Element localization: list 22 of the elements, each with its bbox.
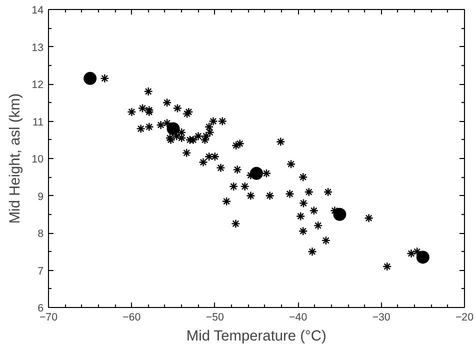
x-tick-label: −20	[455, 312, 474, 324]
x-tick-label: −50	[206, 312, 224, 324]
y-tick-label: 11	[32, 116, 44, 128]
point	[333, 208, 346, 221]
y-tick-label: 6	[38, 302, 44, 314]
x-tick-label: −70	[39, 312, 58, 324]
y-tick-label: 13	[32, 42, 44, 54]
y-tick-label: 14	[32, 4, 44, 16]
point	[84, 72, 97, 85]
point	[416, 250, 430, 264]
x-axis-title: Mid Temperature (°C)	[186, 328, 326, 344]
point	[166, 122, 180, 136]
x-tick-label: −30	[372, 312, 390, 324]
y-tick-label: 7	[38, 265, 44, 278]
y-tick-label: 9	[38, 190, 44, 203]
point	[250, 166, 263, 180]
y-tick-label: 10	[32, 154, 44, 166]
y-axis-title: Mid Height, asl (km)	[8, 93, 24, 224]
x-tick-label: −60	[122, 312, 141, 324]
y-tick-label: 12	[32, 79, 44, 91]
y-tick-label: 8	[38, 228, 44, 240]
x-tick-label: −40	[289, 312, 308, 324]
